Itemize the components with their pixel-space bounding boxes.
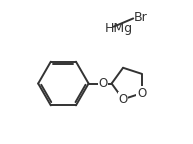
Text: O: O [98,77,108,90]
Text: O: O [137,87,146,100]
Text: HMg: HMg [104,22,133,35]
Text: O: O [119,93,128,106]
Text: Br: Br [134,11,148,24]
